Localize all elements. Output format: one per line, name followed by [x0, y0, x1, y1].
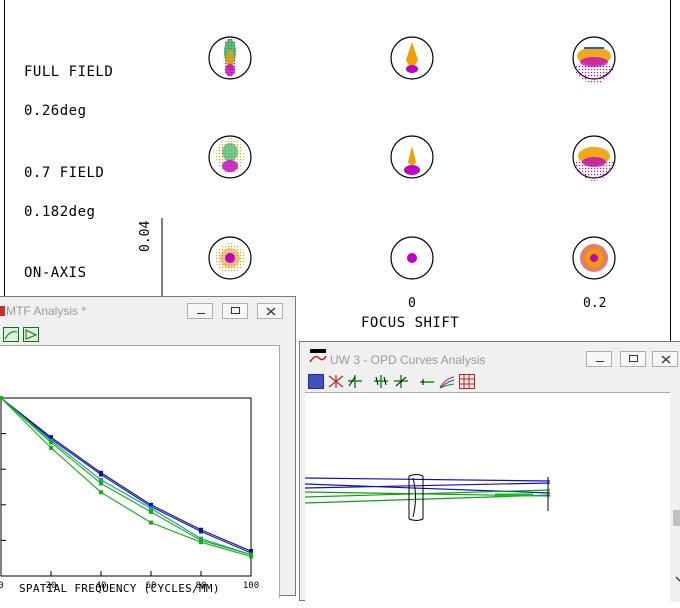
close-icon — [266, 307, 276, 316]
mtf-series-line — [0, 397, 252, 557]
spot-diagram-svg — [161, 35, 616, 300]
mtf-data-point — [149, 520, 153, 525]
spot-full-focus-neg — [208, 35, 252, 80]
close-button[interactable] — [652, 351, 678, 367]
mtf-data-point — [149, 506, 153, 511]
mtf-data-point — [99, 477, 103, 482]
grid-plot-icon[interactable] — [308, 374, 324, 389]
minimize-button[interactable] — [586, 351, 612, 367]
mtf-data-point — [199, 538, 203, 543]
minus-icon[interactable] — [419, 374, 435, 389]
mtf-plot-frame — [0, 397, 252, 577]
mtf-data-point — [99, 472, 103, 477]
mtf-data-point — [0, 396, 3, 400]
x-tick-label: 80 — [196, 581, 207, 591]
x-tick-label: 60 — [146, 581, 157, 591]
scrollbar-thumb[interactable] — [673, 510, 680, 526]
spot-full-focus-0 — [390, 36, 434, 80]
minimize-icon — [596, 361, 604, 362]
close-button[interactable] — [257, 303, 283, 319]
x-tick-label: 100 — [243, 581, 259, 591]
mtf-data-point — [249, 552, 253, 557]
mtf-plot-area: 0 20 40 60 80 100 — [0, 345, 280, 598]
lens-layout-drawing — [304, 474, 551, 521]
field-sweep-icon[interactable] — [393, 374, 409, 389]
spot-full-focus-pos — [572, 36, 616, 84]
mtf-plot-icon[interactable] — [3, 327, 19, 342]
mtf-compare-icon[interactable] — [23, 327, 39, 342]
mtf-data-point — [149, 509, 153, 514]
opd-toolbar — [300, 373, 680, 391]
ray-fan-icon[interactable] — [328, 374, 344, 389]
mtf-titlebar[interactable]: MTF Analysis * — [0, 297, 295, 325]
mtf-data-point — [99, 490, 103, 495]
mtf-data-point — [49, 440, 53, 445]
focus-shift-label: FOCUS SHIFT — [361, 315, 460, 331]
mtf-x-axis-label: SPATIAL FREQUENCY (CYCLES/MM) — [19, 582, 220, 595]
spot-07-focus-neg — [208, 135, 252, 179]
x-tick-label: 20 — [46, 581, 57, 591]
focus-tick-0: 0 — [408, 296, 416, 311]
opd-titlebar[interactable]: UW 3 - OPD Curves Analysis — [300, 342, 680, 370]
mtf-data-point — [49, 445, 53, 450]
maximize-icon — [231, 307, 240, 314]
spot-axis-focus-neg — [208, 236, 252, 280]
split-view-icon[interactable] — [347, 374, 363, 389]
field-label-full: FULL FIELD 0.26deg — [24, 64, 114, 119]
panel-border-left — [4, 0, 5, 300]
maximize-button[interactable] — [620, 351, 646, 367]
mtf-chart: 0 20 40 60 80 100 — [0, 396, 259, 591]
focus-tick-02: 0.2 — [583, 296, 607, 311]
spot-07-focus-pos — [572, 135, 616, 181]
vertical-scrollbar[interactable] — [670, 392, 680, 602]
opd-window-icon — [309, 349, 327, 363]
opd-plot-area — [304, 392, 675, 603]
close-icon — [661, 355, 671, 364]
field-label-07: 0.7 FIELD 0.182deg — [24, 165, 105, 220]
minimize-icon — [197, 313, 205, 314]
sag-tan-icon[interactable] — [373, 374, 389, 389]
scroll-down-icon[interactable] — [675, 575, 680, 583]
window-icon — [0, 306, 5, 316]
spot-07-focus-0 — [390, 135, 434, 179]
mtf-toolbar — [0, 326, 295, 344]
minimize-button[interactable] — [187, 303, 213, 319]
x-tick-label: 40 — [96, 581, 107, 591]
maximize-icon — [629, 355, 638, 362]
panel-border-right — [670, 0, 671, 345]
maximize-button[interactable] — [222, 303, 248, 319]
curves-icon[interactable] — [439, 374, 455, 389]
opd-window[interactable]: UW 3 - OPD Curves Analysis — [299, 341, 680, 603]
spot-axis-focus-0 — [390, 236, 434, 280]
opd-window-title: UW 3 - OPD Curves Analysis — [330, 353, 486, 367]
mtf-window-title: MTF Analysis * — [6, 304, 87, 318]
mtf-data-point — [199, 529, 203, 534]
mtf-series-line — [0, 397, 252, 556]
mtf-series-line — [0, 397, 252, 556]
scale-label: 0.04 — [138, 220, 153, 252]
x-tick-label: 0 — [0, 581, 4, 591]
spot-axis-focus-pos — [572, 236, 616, 280]
mtf-data-point — [99, 481, 103, 486]
mtf-series-line — [0, 397, 252, 554]
mtf-window[interactable]: MTF Analysis * 0 20 40 60 80 100 SPATIAL FREQ… — [0, 296, 296, 598]
grid-toggle-icon[interactable] — [459, 374, 475, 389]
mtf-series-line — [0, 397, 252, 552]
